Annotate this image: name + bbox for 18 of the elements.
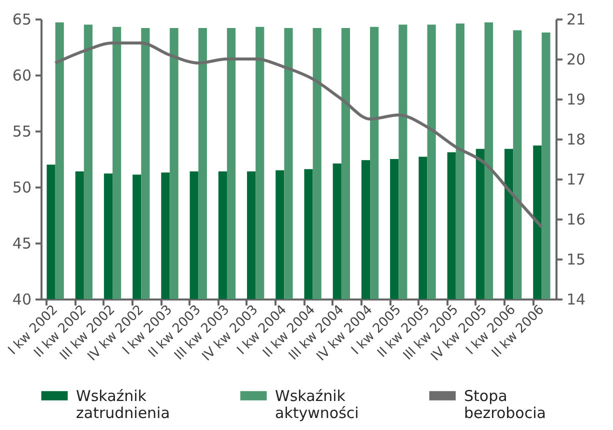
- y-tick-label: 40: [12, 290, 32, 308]
- y-tick-label: 60: [12, 66, 32, 84]
- y2-tick-label: 20: [566, 50, 586, 68]
- y2-tick-label: 16: [566, 210, 586, 228]
- y2-tick-label: 17: [566, 170, 586, 188]
- y2-tick-label: 21: [566, 10, 586, 28]
- y-tick-label: 50: [12, 178, 32, 196]
- y-tick-label: 55: [12, 122, 32, 140]
- legend-label: Stopa bezrobocia: [464, 386, 546, 422]
- y2-tick-label: 15: [566, 250, 586, 268]
- y2-tick-label: 19: [566, 90, 586, 108]
- y2-tick-label: 18: [566, 130, 586, 148]
- legend-label: Wskaźnik aktywności: [275, 386, 359, 422]
- y-tick-label: 45: [12, 234, 32, 252]
- legend-label: Wskaźnik zatrudnienia: [76, 386, 170, 422]
- y2-tick-label: 14: [566, 290, 586, 308]
- line-series: [54, 42, 544, 228]
- y-tick-label: 65: [12, 10, 32, 28]
